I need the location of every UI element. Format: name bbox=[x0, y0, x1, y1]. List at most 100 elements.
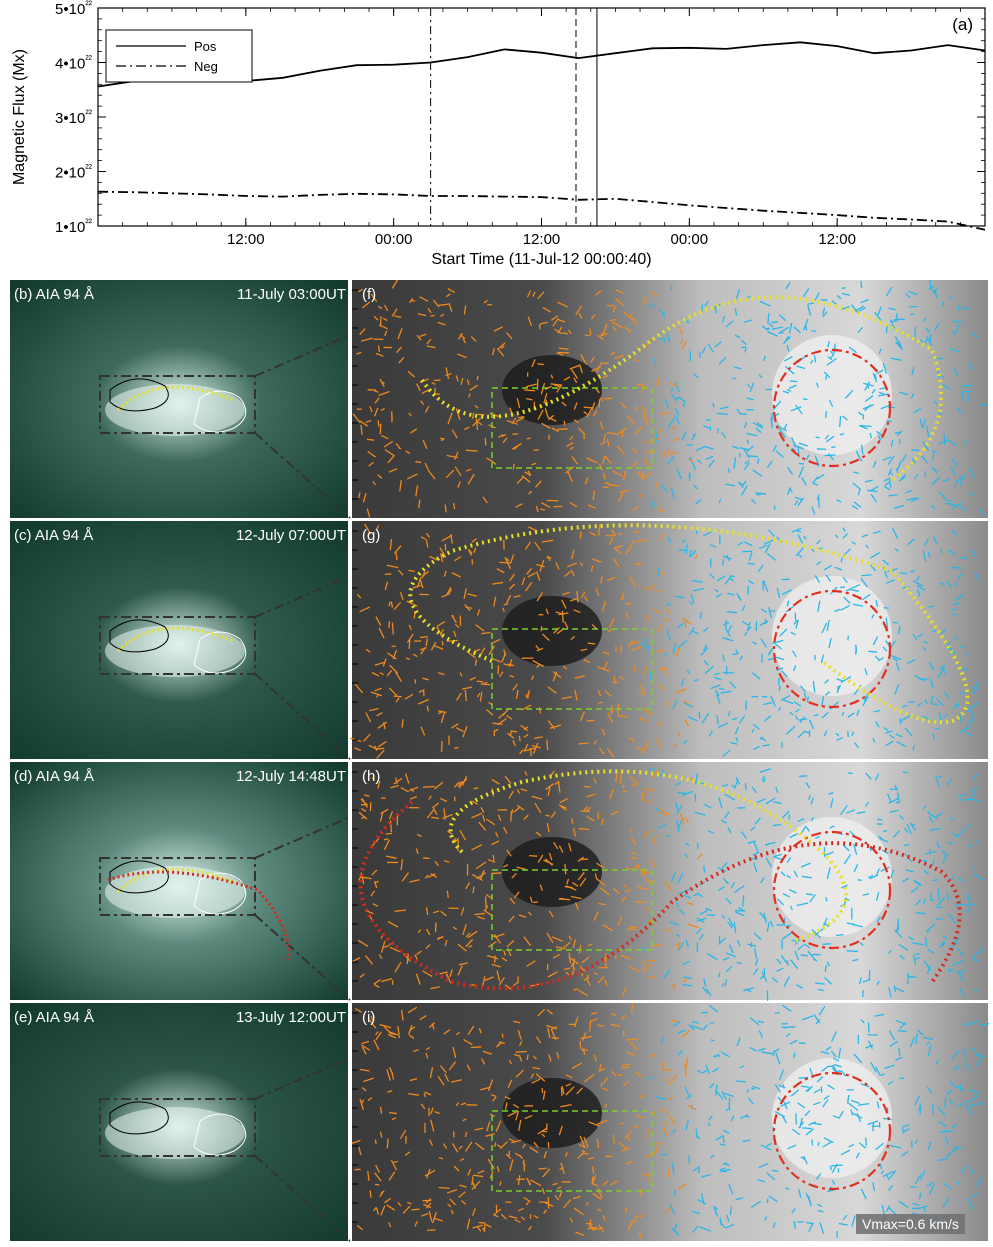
flow-vector bbox=[648, 1054, 656, 1058]
flow-vector bbox=[870, 493, 878, 503]
flow-vector bbox=[377, 721, 388, 729]
flow-vector bbox=[385, 855, 397, 859]
flow-vector bbox=[855, 646, 857, 655]
flow-vector bbox=[354, 747, 362, 752]
flow-vector bbox=[798, 1042, 806, 1045]
flow-vector bbox=[763, 580, 769, 593]
flow-vector bbox=[887, 1184, 894, 1191]
flow-vector bbox=[970, 786, 978, 793]
flow-vector bbox=[796, 529, 802, 533]
flow-vector bbox=[354, 1007, 363, 1013]
flow-vector bbox=[473, 787, 479, 790]
flow-vector bbox=[957, 970, 964, 982]
y-tick-label: 2•10²² bbox=[55, 164, 93, 182]
flow-vector bbox=[427, 1229, 436, 1232]
flow-vector bbox=[772, 824, 782, 827]
flow-vector bbox=[612, 305, 617, 313]
flow-vector bbox=[448, 1061, 457, 1071]
flow-vector bbox=[434, 922, 437, 933]
flow-vector bbox=[832, 1115, 840, 1119]
flow-vector bbox=[657, 428, 663, 435]
flow-vector bbox=[936, 1106, 946, 1116]
flow-vector bbox=[644, 450, 657, 454]
flow-vector bbox=[425, 1202, 432, 1209]
flow-vector bbox=[720, 1051, 730, 1058]
flow-vector bbox=[760, 736, 767, 742]
flow-vector bbox=[458, 332, 463, 340]
flow-vector bbox=[944, 1136, 950, 1146]
flow-vector bbox=[699, 909, 709, 916]
flow-vector bbox=[696, 459, 703, 464]
flow-vector bbox=[959, 504, 967, 512]
flow-vector bbox=[610, 708, 616, 713]
flow-vector bbox=[585, 334, 591, 337]
flow-vector bbox=[506, 332, 513, 340]
flow-vector bbox=[704, 665, 714, 675]
flow-vector bbox=[926, 426, 930, 438]
flow-vector bbox=[569, 597, 579, 602]
flow-vector bbox=[458, 962, 468, 966]
flow-vector bbox=[849, 588, 859, 592]
flow-vector bbox=[430, 986, 440, 990]
flow-vector bbox=[741, 485, 748, 496]
flow-vector bbox=[961, 307, 969, 310]
flow-vector bbox=[968, 362, 974, 370]
flow-vector bbox=[840, 676, 852, 684]
flow-vector bbox=[685, 1094, 693, 1100]
flow-vector bbox=[569, 1217, 574, 1223]
flow-vector bbox=[352, 413, 361, 424]
legend-box bbox=[105, 29, 253, 83]
flow-vector bbox=[756, 798, 766, 804]
flow-vector bbox=[811, 929, 821, 939]
flow-vector bbox=[427, 469, 436, 480]
flow-vector bbox=[758, 1162, 769, 1169]
flow-vector bbox=[763, 539, 774, 545]
flow-vector bbox=[895, 662, 900, 671]
flow-vector bbox=[365, 648, 371, 653]
flow-vector bbox=[806, 1085, 813, 1093]
flow-vector bbox=[862, 893, 870, 896]
flow-vector bbox=[728, 1184, 734, 1195]
flow-vector bbox=[802, 397, 808, 401]
flow-vector bbox=[370, 691, 383, 697]
flow-vector bbox=[887, 1080, 894, 1086]
flow-vector bbox=[846, 1094, 850, 1104]
flow-vector bbox=[555, 611, 563, 615]
flow-vector bbox=[720, 431, 727, 439]
flow-vector bbox=[912, 633, 918, 641]
flow-vector bbox=[808, 302, 814, 305]
flow-vector bbox=[362, 493, 367, 503]
flow-vector bbox=[512, 1103, 520, 1109]
flow-vector bbox=[728, 944, 734, 954]
flow-vector bbox=[816, 474, 825, 480]
flow-vector bbox=[490, 459, 497, 466]
flow-vector bbox=[710, 1039, 715, 1042]
flow-vector bbox=[560, 1162, 565, 1175]
flow-vector bbox=[782, 390, 790, 394]
flow-vector bbox=[404, 693, 414, 700]
flow-vector bbox=[703, 445, 714, 450]
flow-vector bbox=[822, 917, 828, 927]
flow-vector bbox=[654, 570, 666, 575]
flow-vector bbox=[959, 645, 966, 648]
flow-vector bbox=[824, 679, 830, 684]
flow-vector bbox=[592, 490, 596, 501]
flow-vector bbox=[823, 730, 828, 737]
flow-vector bbox=[467, 548, 473, 556]
flow-vector bbox=[379, 1191, 384, 1198]
flow-vector bbox=[714, 305, 718, 314]
flow-vector bbox=[423, 1203, 432, 1209]
flow-vector bbox=[864, 801, 870, 807]
flow-vector bbox=[947, 549, 957, 556]
flow-vector bbox=[718, 797, 723, 809]
x-tick-label: 12:00 bbox=[523, 231, 561, 248]
flow-vector bbox=[722, 877, 730, 885]
flow-vector bbox=[720, 690, 732, 694]
flow-vector bbox=[573, 987, 578, 991]
flow-vector bbox=[365, 712, 372, 723]
flow-vector bbox=[567, 471, 573, 483]
flow-vector bbox=[937, 888, 940, 901]
flow-vector bbox=[485, 818, 496, 826]
flow-vector bbox=[914, 1139, 919, 1145]
flow-vector bbox=[390, 601, 394, 608]
